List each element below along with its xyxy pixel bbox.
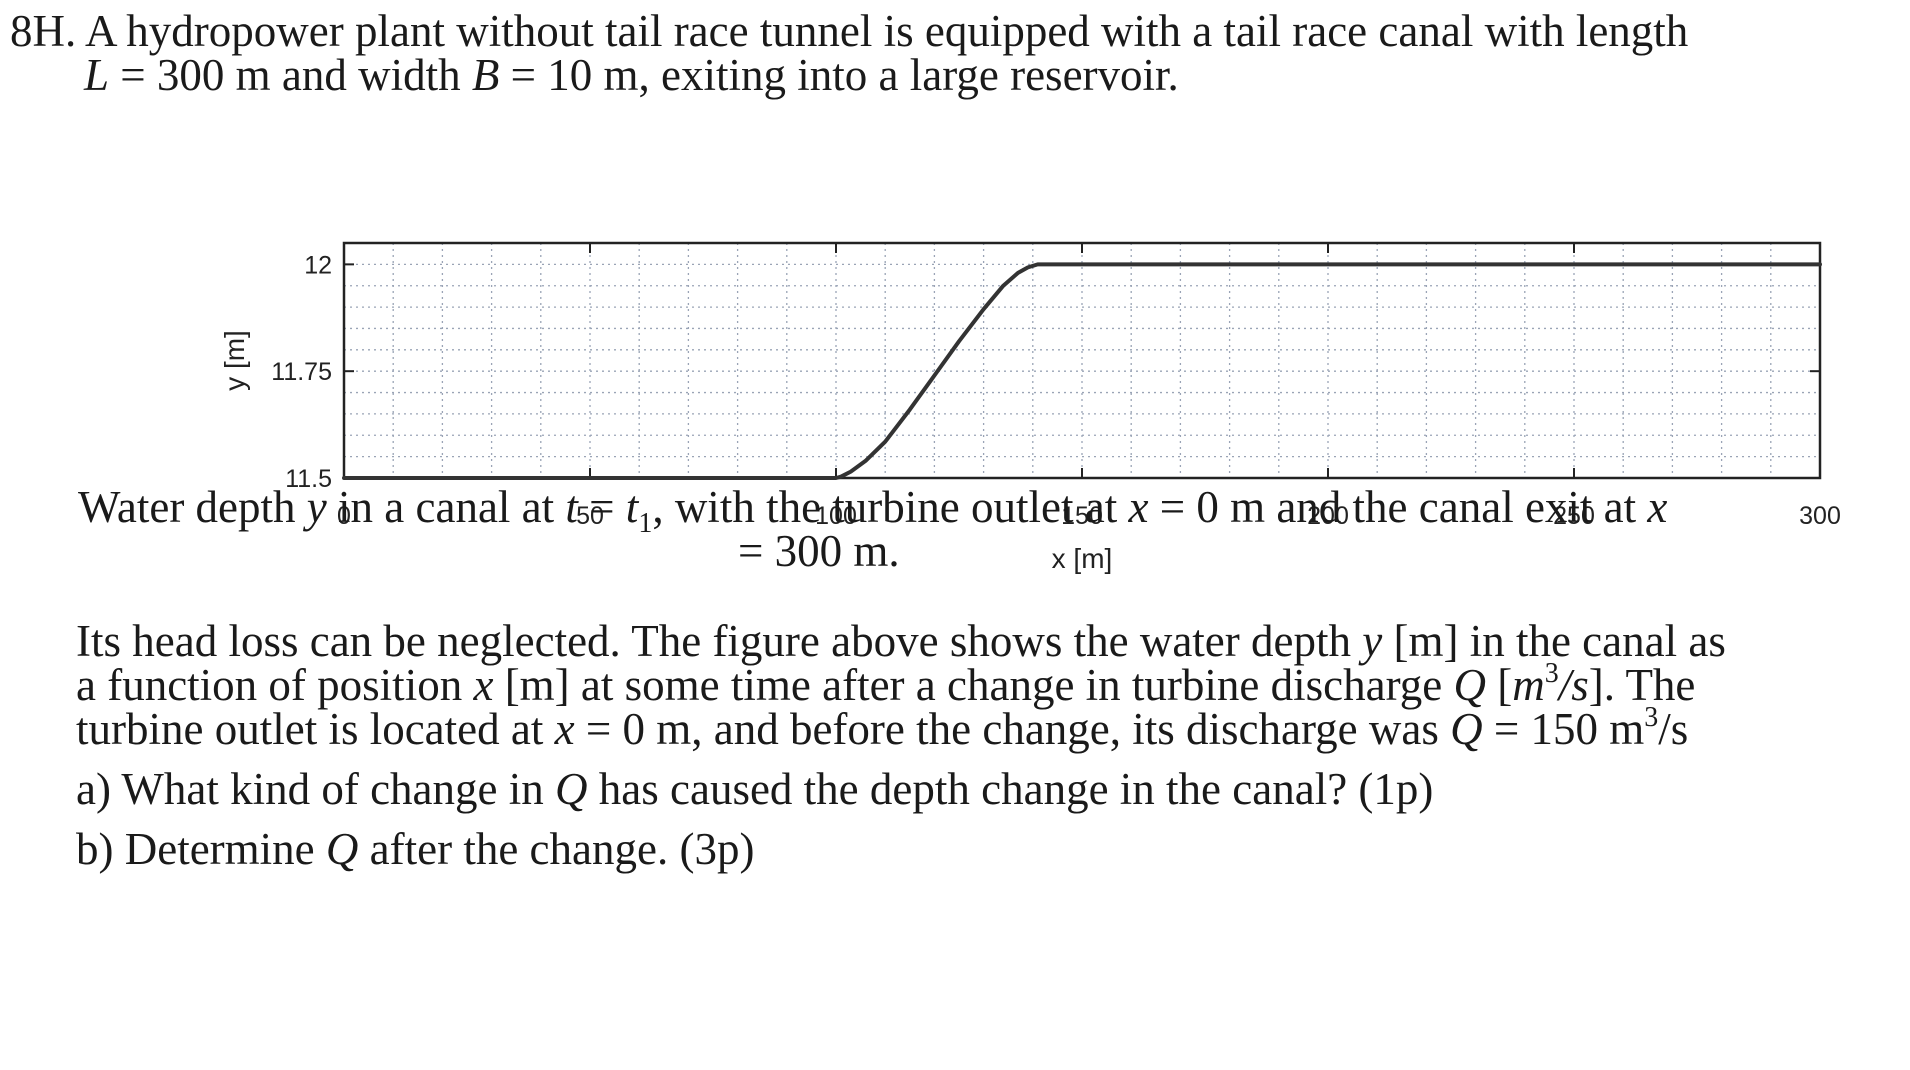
body-line-1: Its head loss can be neglected. The figu… — [76, 614, 1726, 668]
body-text: [m] at some time after a change in turbi… — [504, 660, 1443, 710]
body-line-2: a function of position x [m] at some tim… — [76, 658, 1695, 712]
caption-eq: = — [589, 482, 615, 532]
x-axis-label: x [m] — [1052, 543, 1113, 574]
body-line-3: turbine outlet is located at x = 0 m, an… — [76, 702, 1688, 756]
body-text: Its head loss can be neglected. The figu… — [76, 616, 1351, 666]
caption-y: y — [306, 482, 327, 532]
question-text: has caused the depth change in the canal… — [598, 764, 1434, 814]
body-text: a function of position — [76, 660, 463, 710]
body-text: ]. The — [1588, 660, 1696, 710]
body-text: = 150 m — [1493, 704, 1645, 754]
question-a: a) What kind of change in Q has caused t… — [76, 762, 1433, 816]
body-unit-s: /s — [1558, 660, 1589, 710]
body-exponent: 3 — [1644, 702, 1659, 733]
y-tick-label: 11.75 — [271, 358, 332, 386]
problem-intro: A hydropower plant without tail race tun… — [85, 6, 1689, 56]
x-tick-label: 0 — [337, 502, 351, 530]
caption-x: x — [1128, 482, 1149, 532]
body-text: [ — [1497, 660, 1513, 710]
length-value: = 300 m and width — [120, 50, 461, 100]
caption-text: = 0 m and the canal exit at — [1159, 482, 1637, 532]
body-text: [m] in the canal as — [1393, 616, 1726, 666]
problem-line-2: L = 300 m and width B = 10 m, exiting in… — [84, 48, 1179, 102]
body-y: y — [1362, 616, 1383, 666]
length-symbol: L — [84, 50, 110, 100]
caption-text: Water depth — [78, 482, 296, 532]
caption-text: in a canal at — [338, 482, 555, 532]
caption-t: t — [565, 482, 578, 532]
problem-line-1: 8H. A hydropower plant without tail race… — [10, 4, 1688, 58]
body-Q: Q — [1453, 660, 1487, 710]
depth-chart: 0 50 100 150 200 250 300 11.5 11.75 12 x [m] y [m… — [219, 241, 1841, 574]
x-tick-label: 100 — [815, 502, 857, 530]
body-x: x — [554, 704, 575, 754]
question-text: after the change. (3p) — [369, 824, 755, 874]
x-tick-label: 150 — [1061, 502, 1103, 530]
caption-text: , with the turbine outlet at — [652, 482, 1118, 532]
chart-tick-labels: 0 50 100 150 200 250 300 11.5 11.75 12 — [271, 251, 1841, 530]
figure-caption-line-2: = 300 m. — [738, 524, 900, 578]
y-tick-label: 11.5 — [285, 465, 332, 493]
question-text: a) What kind of change in — [76, 764, 544, 814]
x-tick-label: 200 — [1307, 502, 1349, 530]
figure-caption-line-1: Water depth y in a canal at t = t1, with… — [78, 480, 1668, 538]
body-x: x — [473, 660, 494, 710]
body-unit-m: m — [1512, 660, 1545, 710]
body-Q: Q — [1450, 704, 1483, 754]
x-tick-label: 50 — [576, 502, 604, 530]
body-text: turbine outlet is located at — [76, 704, 544, 754]
question-text: b) Determine — [76, 824, 315, 874]
caption-t1-subscript: 1 — [638, 508, 653, 539]
question-Q: Q — [325, 824, 359, 874]
question-Q: Q — [555, 764, 588, 814]
chart-grid — [344, 243, 1820, 478]
width-value: = 10 m, exiting into a large reservoir. — [510, 50, 1179, 100]
caption-text: = 300 m. — [738, 526, 900, 576]
caption-t1: t — [625, 482, 639, 532]
y-tick-label: 12 — [304, 251, 332, 279]
body-text: /s — [1658, 704, 1689, 754]
depth-curve — [342, 262, 1822, 480]
width-symbol: B — [471, 50, 500, 100]
x-tick-label: 250 — [1553, 502, 1595, 530]
y-axis-label: y [m] — [219, 330, 250, 391]
problem-number: 8H. — [10, 6, 77, 56]
body-text: = 0 m, and before the change, its discha… — [585, 704, 1439, 754]
body-exponent: 3 — [1544, 658, 1559, 689]
x-tick-label: 300 — [1799, 502, 1841, 530]
caption-x: x — [1647, 482, 1668, 532]
question-b: b) Determine Q after the change. (3p) — [76, 822, 754, 876]
